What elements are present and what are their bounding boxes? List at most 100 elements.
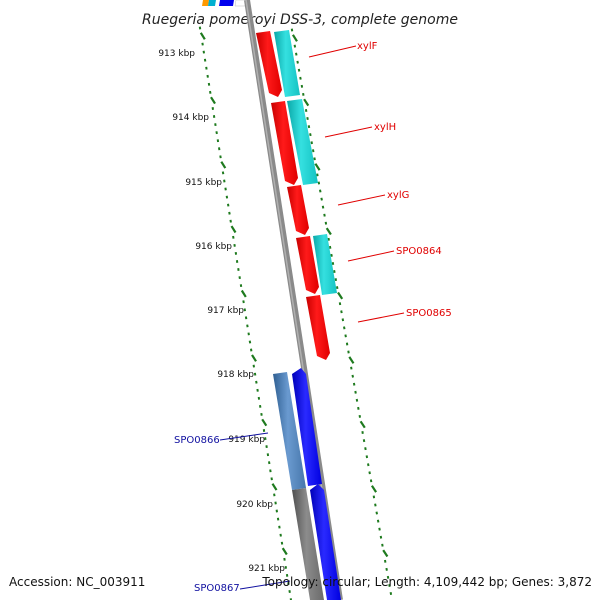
right-rail-tick	[341, 318, 345, 322]
right-rail-tick	[304, 109, 308, 112]
tick-dots	[198, 26, 393, 600]
right-rail-tick	[317, 181, 321, 185]
right-rail-tick	[330, 253, 333, 257]
left-rail-tick	[288, 590, 291, 593]
left-rail-tick	[228, 211, 231, 215]
left-rail-tick	[261, 418, 268, 427]
left-rail-tick	[255, 380, 258, 384]
gene-steel-SPO0866[interactable]	[273, 372, 306, 490]
tick-label-913: 913 kbp	[158, 49, 195, 59]
right-rail-tick	[344, 334, 347, 338]
gene-label-SPO0866[interactable]: SPO0866	[174, 435, 220, 446]
gene-cyan-2[interactable]	[287, 99, 318, 185]
gene-red-SPO0865[interactable]	[306, 295, 330, 360]
right-rail-tick	[357, 406, 360, 410]
tick-label-921: 921 kbp	[248, 564, 285, 574]
right-rail-tick	[331, 262, 335, 265]
right-rail-tick	[306, 117, 309, 120]
right-rail-tick	[333, 270, 336, 273]
right-rail-tick	[320, 197, 323, 201]
gene-cyan-3[interactable]	[313, 234, 337, 295]
right-rail-tick	[379, 535, 383, 539]
right-rail-tick	[293, 44, 297, 48]
right-rail-tick	[375, 511, 378, 515]
right-rail-tick	[364, 447, 367, 451]
right-rail-tick	[297, 68, 301, 72]
gene-grey[interactable]	[292, 488, 324, 600]
tick-label-914: 914 kbp	[172, 113, 209, 123]
left-rail-tick	[248, 340, 252, 344]
left-rail-tick	[251, 354, 257, 362]
left-rail-tick	[199, 32, 206, 40]
right-rail-tick	[359, 420, 366, 429]
right-rail-tick	[303, 98, 310, 107]
right-rail-tick	[370, 485, 378, 493]
right-rail-tick	[299, 76, 302, 80]
right-rail-tick	[337, 291, 344, 300]
right-rail-tick	[389, 592, 393, 595]
gene-label-SPO0864[interactable]: SPO0864	[396, 246, 442, 257]
accession-text: Accession: NC_003911	[9, 575, 145, 589]
gene-blue-1[interactable]	[292, 368, 322, 486]
gene-label-xylF[interactable]: xylF	[357, 41, 378, 52]
gene-red-xylH[interactable]	[271, 101, 298, 185]
right-rail-tick	[348, 356, 355, 364]
left-rail-tick	[209, 90, 212, 94]
right-rail-tick	[362, 439, 366, 443]
red-leader-lines	[308, 45, 405, 323]
right-rail-tick	[378, 527, 381, 531]
right-rail-tick	[388, 584, 391, 587]
right-rail-tick	[340, 310, 343, 314]
right-rail-tick	[314, 163, 321, 171]
left-rail-tick	[242, 300, 245, 304]
left-rail-tick	[271, 483, 278, 491]
gene-label-xylG[interactable]: xylG	[387, 190, 409, 201]
gene-red-SPO0864[interactable]	[296, 236, 319, 294]
right-rail-tick	[352, 382, 356, 386]
tick-label-915: 915 kbp	[185, 178, 222, 188]
right-rail-tick	[291, 34, 298, 42]
tick-label-916: 916 kbp	[195, 242, 232, 252]
gene-blue-2[interactable]	[310, 484, 341, 600]
right-rail-tick	[376, 519, 380, 523]
tick-label-917: 917 kbp	[207, 306, 244, 316]
right-rail-tick	[365, 455, 369, 459]
gene-red-xylG[interactable]	[287, 185, 309, 235]
right-rail-tick	[321, 205, 325, 209]
left-rail-tick	[210, 96, 216, 105]
left-rail-tick	[221, 171, 225, 175]
gene-label-xylH[interactable]: xylH	[374, 122, 396, 133]
tick-label-918: 918 kbp	[217, 370, 254, 380]
tick-label-919: 919 kbp	[228, 435, 265, 445]
right-rail-tick	[307, 125, 311, 129]
right-rail-tick	[368, 471, 371, 475]
map-title: Ruegeria pomeroyi DSS-3, complete genome	[142, 12, 458, 28]
left-rail-tick	[220, 161, 227, 169]
right-rail-tick	[374, 503, 377, 507]
left-rail-tick	[281, 547, 288, 556]
blue-leader-lines	[219, 432, 291, 590]
right-rail-tick	[295, 52, 298, 56]
right-rail-tick	[385, 567, 388, 571]
right-rail-tick	[325, 227, 332, 236]
right-rail-tick	[310, 141, 313, 145]
right-rail-tick	[309, 133, 312, 137]
right-rail-tick	[319, 189, 322, 193]
gene-label-SPO0867[interactable]: SPO0867	[194, 583, 240, 594]
top-strip	[202, 0, 247, 7]
right-rail-tick	[343, 326, 346, 330]
genome-info-text: Topology: circular; Length: 4,109,442 bp…	[261, 575, 592, 589]
gene-label-SPO0865[interactable]: SPO0865	[406, 308, 452, 319]
gene-cyan-1[interactable]	[274, 30, 300, 97]
tick-label-920: 920 kbp	[236, 500, 273, 510]
right-rail-tick	[296, 60, 299, 64]
gene-red-xylF[interactable]	[256, 31, 282, 97]
left-rail-tick	[215, 131, 218, 135]
left-rail-tick	[240, 289, 247, 298]
right-rail-tick	[351, 374, 354, 378]
right-rail-tick	[354, 390, 357, 394]
right-rail-tick	[382, 549, 389, 558]
right-rail-tick	[367, 463, 370, 467]
right-rail-tick	[355, 398, 359, 402]
